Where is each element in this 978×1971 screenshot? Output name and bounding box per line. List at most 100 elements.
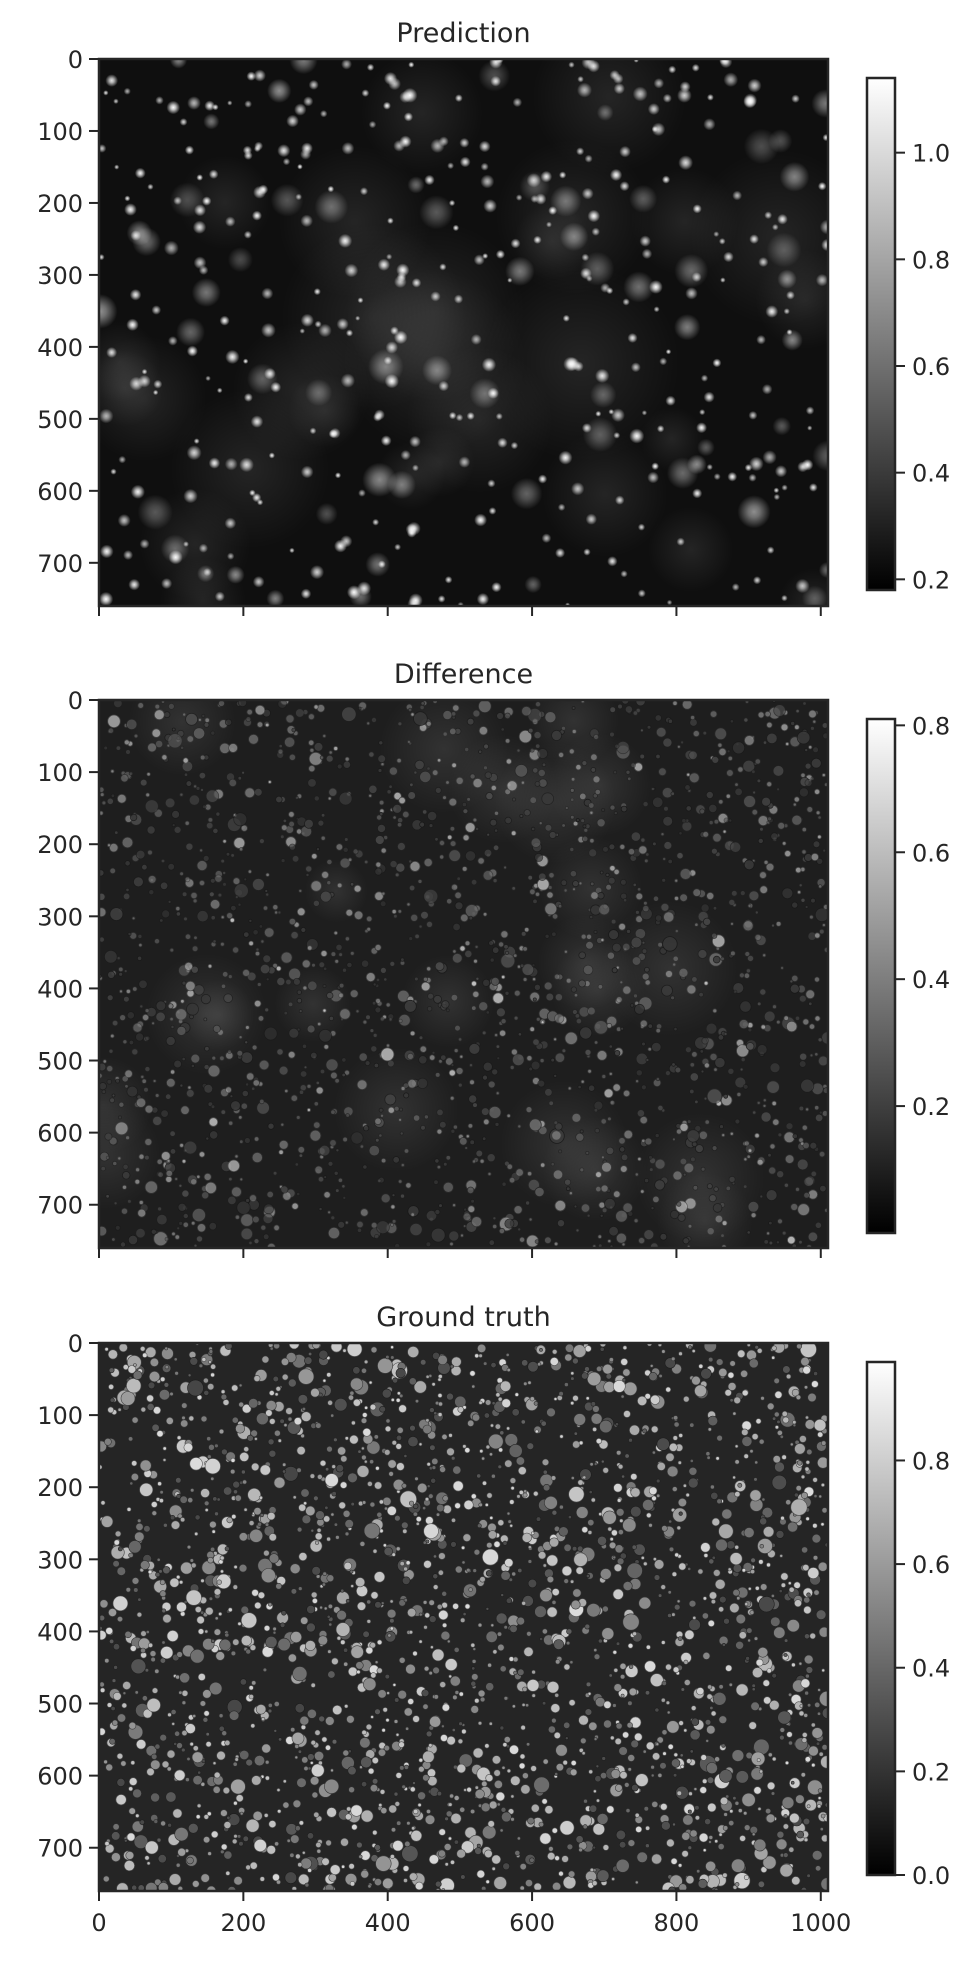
heatmap-spot [453, 225, 459, 231]
heatmap-droplet [711, 1492, 718, 1499]
heatmap-droplet [634, 1219, 638, 1223]
heatmap-droplet [123, 1692, 126, 1695]
heatmap-droplet [118, 1157, 121, 1160]
heatmap-droplet [412, 1827, 415, 1830]
heatmap-droplet [260, 964, 270, 974]
heatmap-droplet [152, 1022, 155, 1025]
heatmap-droplet [223, 1399, 229, 1405]
heatmap-droplet [744, 796, 756, 808]
heatmap-droplet [507, 781, 517, 791]
heatmap-droplet [588, 1070, 592, 1074]
heatmap-droplet [576, 1836, 583, 1843]
heatmap-spot [155, 96, 163, 104]
heatmap-spot [714, 473, 721, 480]
heatmap-spot [300, 215, 313, 228]
heatmap-droplet [712, 756, 719, 763]
heatmap-droplet [491, 977, 499, 985]
heatmap-droplet [191, 1054, 200, 1063]
heatmap-droplet [241, 1470, 245, 1474]
heatmap-droplet [121, 1761, 126, 1766]
heatmap-droplet [594, 1021, 608, 1035]
heatmap-droplet [152, 1424, 159, 1431]
heatmap-droplet [429, 1408, 434, 1413]
heatmap-droplet [415, 977, 419, 981]
heatmap-droplet [123, 893, 130, 900]
heatmap-soft-spot [228, 247, 253, 272]
heatmap-droplet [730, 842, 741, 853]
heatmap-droplet [755, 1586, 759, 1590]
heatmap-droplet [757, 1159, 763, 1165]
heatmap-droplet [666, 1387, 671, 1392]
heatmap-droplet [761, 1025, 765, 1029]
heatmap-droplet [439, 1204, 443, 1208]
heatmap-droplet [658, 942, 663, 947]
heatmap-droplet [243, 1836, 249, 1842]
heatmap-droplet [293, 1800, 301, 1808]
heatmap-droplet [307, 1833, 313, 1839]
heatmap-droplet [735, 1119, 740, 1124]
heatmap-droplet [395, 1802, 400, 1807]
heatmap-droplet [153, 1116, 162, 1125]
heatmap-droplet [430, 1716, 441, 1727]
heatmap-droplet [773, 766, 784, 777]
heatmap-droplet [706, 1452, 710, 1456]
heatmap-droplet [698, 950, 707, 959]
heatmap-droplet [570, 815, 574, 819]
heatmap-droplet [629, 1425, 639, 1435]
heatmap-droplet [660, 1763, 667, 1770]
heatmap-droplet [196, 1236, 202, 1242]
heatmap-droplet [447, 1736, 456, 1745]
heatmap-droplet [815, 1866, 820, 1871]
heatmap-droplet [117, 794, 126, 803]
heatmap-droplet [608, 1527, 612, 1531]
heatmap-droplet [705, 1819, 711, 1825]
heatmap-droplet [552, 730, 562, 740]
heatmap-droplet [607, 1023, 612, 1028]
heatmap-droplet [141, 1648, 146, 1653]
heatmap-droplet [492, 1867, 495, 1870]
heatmap-droplet [110, 868, 116, 874]
heatmap-droplet [623, 1519, 636, 1532]
heatmap-droplet [757, 1759, 760, 1762]
heatmap-droplet [360, 1541, 365, 1546]
heatmap-droplet [381, 1194, 390, 1203]
heatmap-droplet [493, 1217, 496, 1220]
heatmap-droplet [147, 1698, 161, 1712]
heatmap-droplet [394, 914, 398, 918]
heatmap-droplet [419, 1613, 422, 1616]
heatmap-droplet [299, 1010, 302, 1013]
heatmap-droplet [771, 1792, 775, 1796]
heatmap-droplet [580, 793, 587, 800]
heatmap-droplet [641, 1085, 646, 1090]
heatmap-droplet [471, 879, 477, 885]
heatmap-droplet [679, 1352, 683, 1356]
heatmap-droplet [545, 824, 552, 831]
heatmap-droplet [478, 1690, 485, 1697]
heatmap-droplet [706, 1023, 717, 1034]
heatmap-droplet [391, 1346, 394, 1349]
heatmap-droplet [104, 746, 108, 750]
heatmap-droplet [808, 1568, 819, 1579]
heatmap-droplet [644, 1806, 649, 1811]
heatmap-droplet [530, 748, 534, 752]
heatmap-droplet [451, 994, 458, 1001]
heatmap-droplet [371, 1222, 377, 1228]
axes-title: Difference [394, 659, 533, 690]
heatmap-droplet [314, 1496, 319, 1501]
heatmap-droplet [503, 1743, 507, 1747]
heatmap-droplet [147, 1862, 150, 1865]
heatmap-droplet [689, 1467, 697, 1475]
heatmap-droplet [123, 1681, 131, 1689]
heatmap-spot [199, 265, 209, 275]
heatmap-droplet [707, 1184, 712, 1189]
heatmap-droplet [806, 990, 815, 999]
heatmap-droplet [191, 1179, 197, 1185]
heatmap-droplet [350, 990, 358, 998]
heatmap-droplet [766, 1190, 777, 1201]
heatmap-droplet [286, 1408, 293, 1415]
heatmap-droplet [688, 1224, 692, 1228]
heatmap-droplet [165, 798, 175, 808]
heatmap-droplet [365, 1061, 370, 1066]
heatmap-droplet [548, 1726, 555, 1733]
heatmap-droplet [813, 1478, 818, 1483]
